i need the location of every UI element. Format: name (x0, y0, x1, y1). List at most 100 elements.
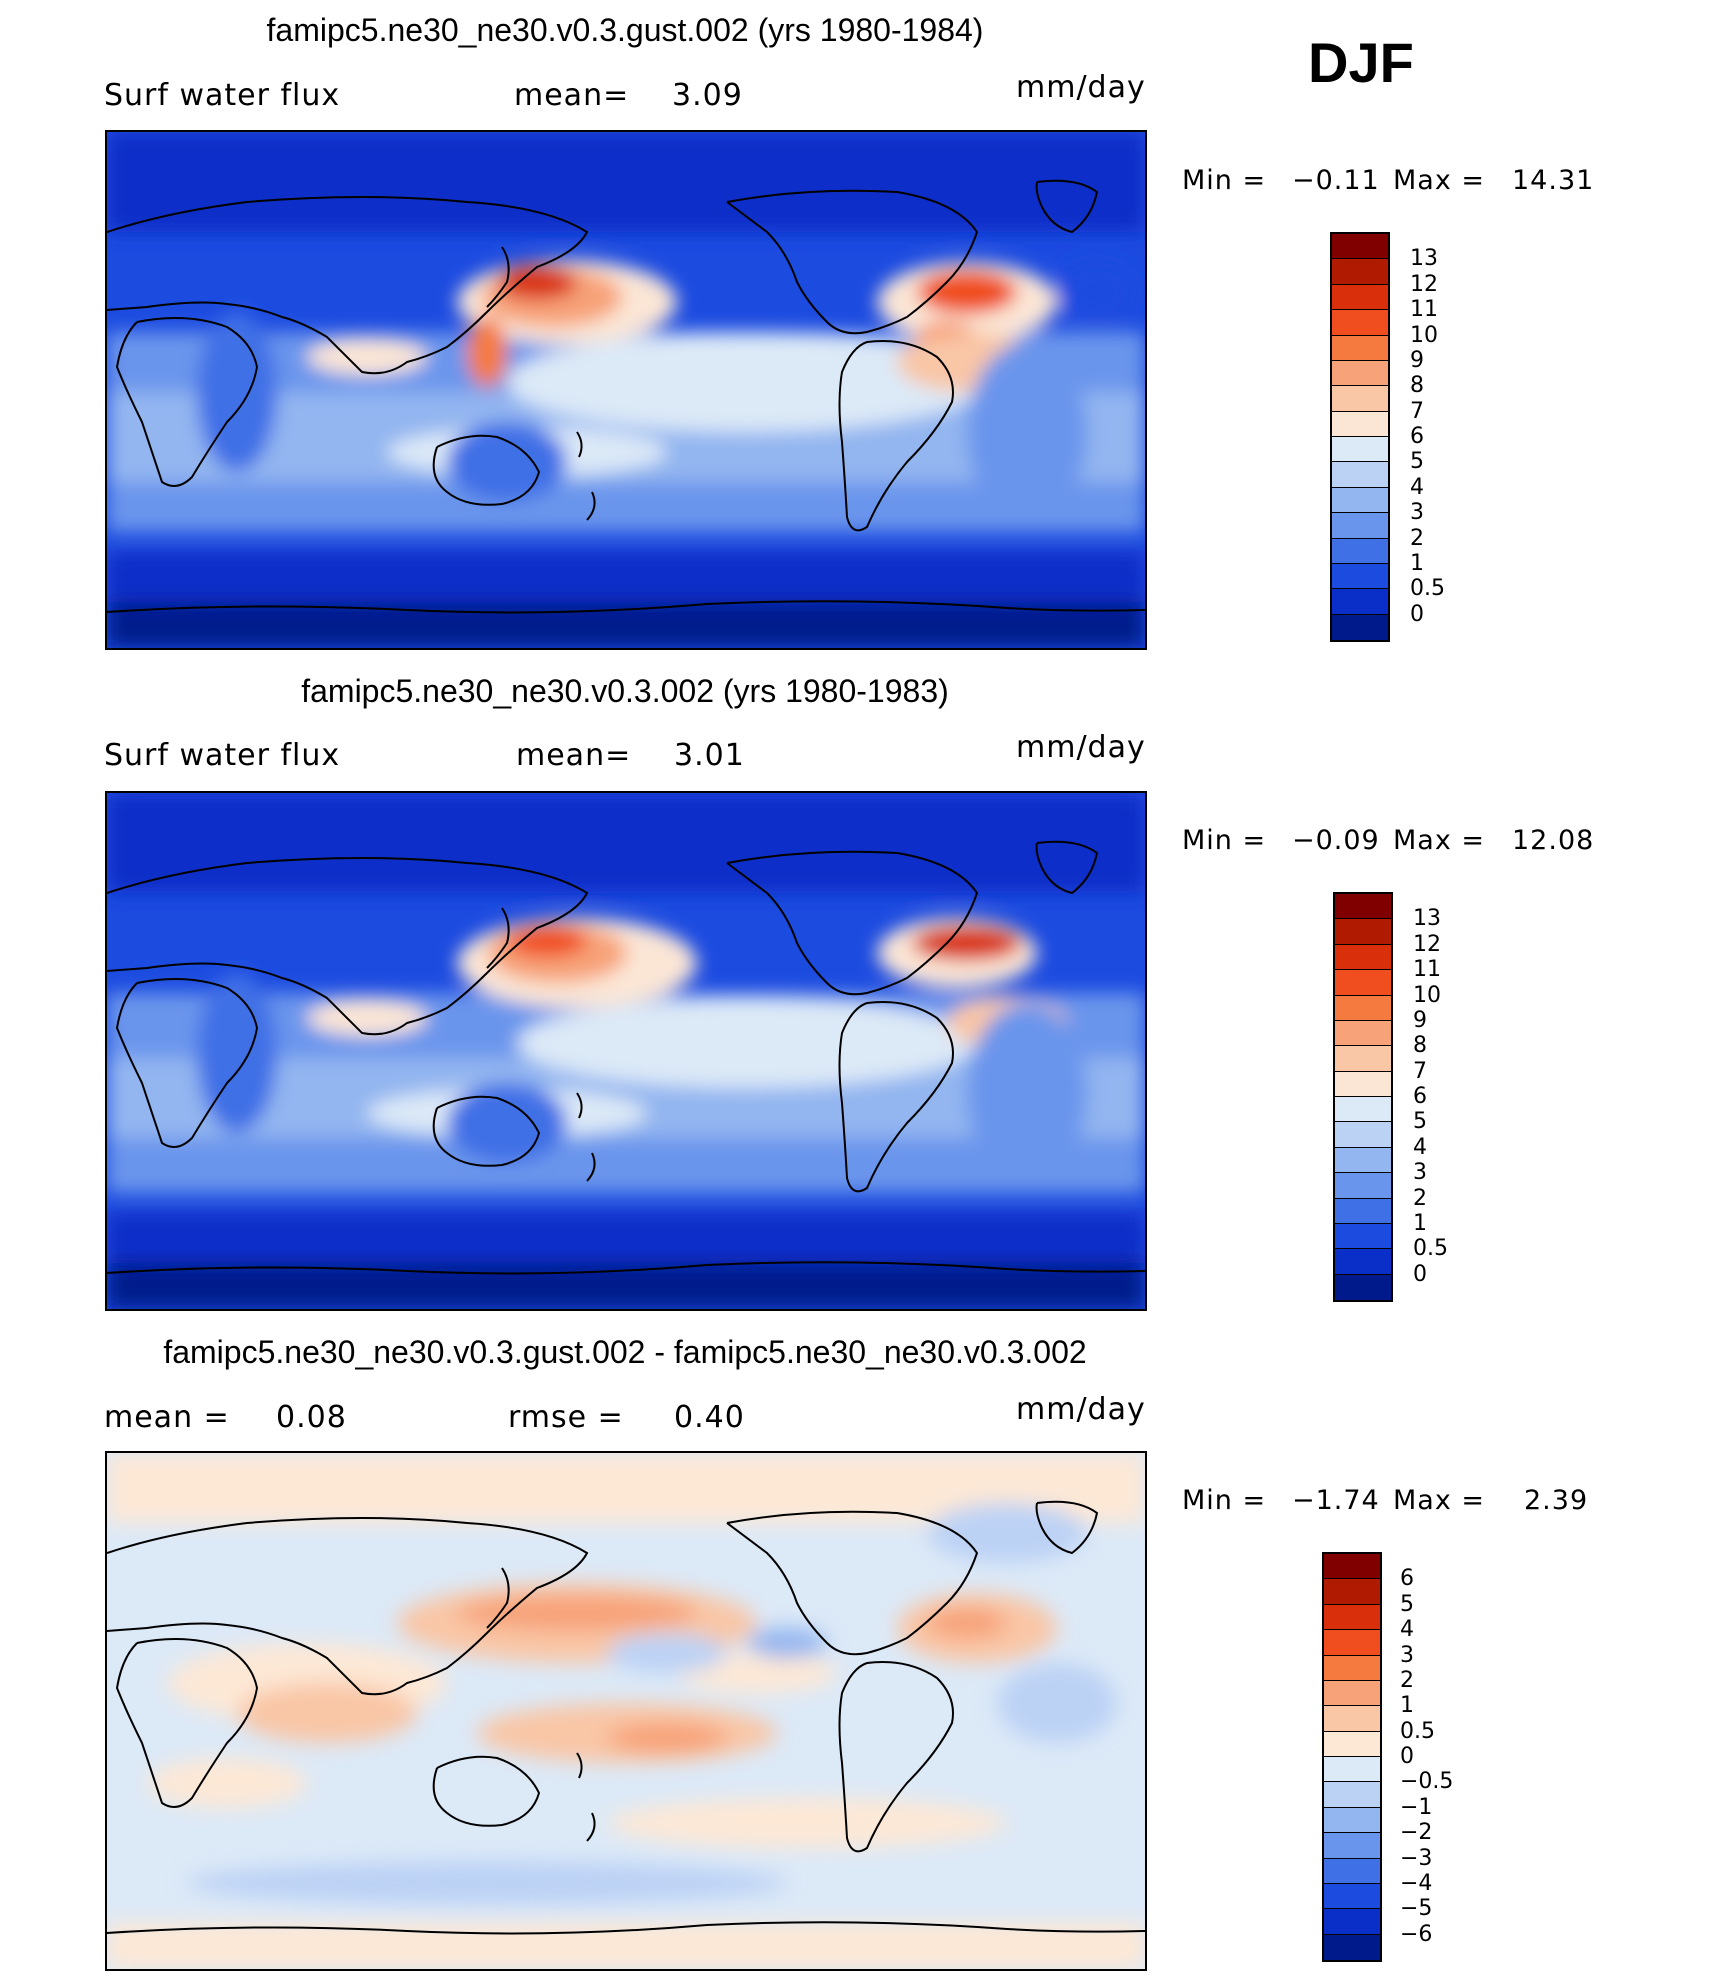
colorbar-swatch (1332, 614, 1388, 640)
colorbar-level-label: −2 (1400, 1820, 1433, 1846)
colorbar-level-label: 9 (1410, 347, 1424, 373)
colorbar-swatch (1332, 513, 1388, 539)
colorbar-swatch (1324, 1630, 1380, 1656)
colorbar-level-label: 11 (1410, 297, 1438, 323)
colorbar-level-label: 10 (1410, 322, 1438, 348)
colorbar-level-label: −6 (1400, 1921, 1433, 1947)
panel-1-title: famipc5.ne30_ne30.v0.3.gust.002 (yrs 198… (266, 12, 984, 48)
colorbar-level-label: 3 (1410, 500, 1424, 526)
colorbar-level-label: 5 (1410, 449, 1424, 475)
panel-3-mean-label: mean = (104, 1400, 230, 1435)
colorbar-level-label: 1 (1413, 1210, 1427, 1236)
colorbar-swatch (1332, 437, 1388, 463)
colorbar-level-label: 8 (1410, 373, 1424, 399)
colorbar-level-label: 5 (1400, 1591, 1414, 1617)
colorbar-swatch (1332, 589, 1388, 615)
panel-2-units: mm/day (1016, 730, 1146, 765)
panel-2-variable-label: Surf water flux (104, 738, 341, 773)
panel-1-map (105, 130, 1147, 650)
panel-2-min-value: −0.09 (1292, 825, 1380, 856)
colorbar-swatch (1324, 1934, 1380, 1960)
panel-2-mean-value: 3.01 (674, 738, 745, 773)
colorbar-swatch (1335, 1173, 1391, 1199)
panel-3-min-label: Min = (1182, 1485, 1267, 1516)
colorbar-swatch (1332, 487, 1388, 514)
colorbar-swatch (1335, 1097, 1391, 1123)
panel-3-min-value: −1.74 (1292, 1485, 1380, 1516)
colorbar-level-label: 9 (1413, 1007, 1427, 1033)
colorbar-swatch (1335, 919, 1391, 945)
colorbar-level-label: −5 (1400, 1896, 1433, 1922)
panel-1-max-label: Max = (1393, 165, 1486, 196)
colorbar-level-label: 12 (1413, 931, 1441, 957)
colorbar-swatch (1332, 335, 1388, 361)
colorbar-swatch (1324, 1807, 1380, 1834)
colorbar-level-label: 0 (1410, 601, 1424, 627)
colorbar-swatch (1335, 1223, 1391, 1250)
colorbar-swatch (1324, 1909, 1380, 1935)
panel-3-rmse-label: rmse = (508, 1400, 624, 1435)
colorbar-swatch (1332, 462, 1388, 488)
colorbar-swatch (1324, 1579, 1380, 1605)
colorbar-level-label: 4 (1400, 1617, 1414, 1643)
colorbar-swatch (1335, 1122, 1391, 1148)
colorbar-level-label: 11 (1413, 957, 1441, 983)
colorbar-swatch (1335, 944, 1391, 971)
colorbar-swatch (1332, 411, 1388, 437)
colorbar-swatch (1332, 234, 1388, 260)
panel-2-colorbar (1333, 892, 1393, 1302)
panel-1-mean-label: mean= (514, 78, 630, 113)
colorbar-swatch (1324, 1655, 1380, 1681)
panel-1-min-value: −0.11 (1292, 165, 1380, 196)
colorbar-swatch (1335, 894, 1391, 920)
panel-1-min-label: Min = (1182, 165, 1267, 196)
colorbar-swatch (1332, 310, 1388, 336)
panel-1-colorbar (1330, 232, 1390, 642)
colorbar-level-label: −3 (1400, 1845, 1433, 1871)
panel-1-max-value: 14.31 (1512, 165, 1595, 196)
colorbar-level-label: −0.5 (1400, 1769, 1454, 1795)
colorbar-level-label: 0 (1400, 1744, 1414, 1769)
colorbar-level-label: 6 (1413, 1084, 1427, 1109)
panel-3-units: mm/day (1016, 1392, 1146, 1427)
colorbar-level-label: 2 (1410, 525, 1424, 551)
colorbar-level-label: 6 (1410, 424, 1424, 449)
colorbar-swatch (1324, 1680, 1380, 1707)
colorbar-swatch (1332, 284, 1388, 311)
colorbar-swatch (1332, 563, 1388, 590)
colorbar-swatch (1335, 1147, 1391, 1174)
colorbar-level-label: 10 (1413, 982, 1441, 1008)
colorbar-level-label: 3 (1400, 1642, 1414, 1668)
colorbar-level-label: 5 (1413, 1109, 1427, 1135)
colorbar-swatch (1335, 1198, 1391, 1224)
colorbar-swatch (1335, 1274, 1391, 1300)
colorbar-level-label: 2 (1400, 1667, 1414, 1693)
colorbar-level-label: 1 (1410, 550, 1424, 576)
colorbar-level-label: 7 (1413, 1058, 1427, 1084)
colorbar-swatch (1324, 1706, 1380, 1732)
season-label: DJF (1308, 31, 1414, 94)
colorbar-level-label: −1 (1400, 1794, 1433, 1820)
colorbar-swatch (1332, 259, 1388, 285)
panel-3-map (105, 1451, 1147, 1971)
colorbar-swatch (1332, 538, 1388, 564)
panel-2-title: famipc5.ne30_ne30.v0.3.002 (yrs 1980-198… (301, 673, 949, 709)
panel-2-min-label: Min = (1182, 825, 1267, 856)
colorbar-level-label: 3 (1413, 1160, 1427, 1186)
colorbar-level-label: 0.5 (1400, 1718, 1435, 1744)
colorbar-swatch (1324, 1731, 1380, 1757)
panel-2-mean-label: mean= (516, 738, 632, 773)
panel-2-max-value: 12.08 (1512, 825, 1595, 856)
colorbar-swatch (1324, 1782, 1380, 1808)
panel-1-mean-value: 3.09 (672, 78, 743, 113)
colorbar-level-label: 4 (1410, 474, 1424, 500)
colorbar-swatch (1335, 995, 1391, 1021)
panel-3-colorbar (1322, 1552, 1382, 1962)
panel-3-max-value: 2.39 (1524, 1485, 1589, 1516)
panel-3-title: famipc5.ne30_ne30.v0.3.gust.002 - famipc… (163, 1334, 1087, 1370)
colorbar-level-label: 0 (1413, 1261, 1427, 1287)
colorbar-swatch (1324, 1858, 1380, 1884)
colorbar-swatch (1332, 360, 1388, 387)
panel-3-rmse-value: 0.40 (674, 1400, 745, 1435)
colorbar-level-label: 4 (1413, 1134, 1427, 1160)
